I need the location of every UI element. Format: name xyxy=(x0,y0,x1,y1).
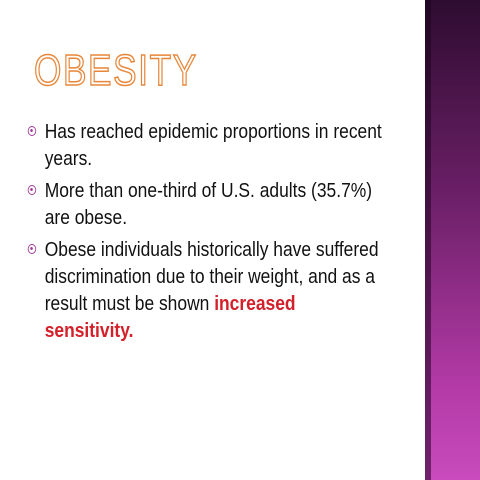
bullet-icon xyxy=(27,244,37,254)
side-bar xyxy=(425,0,480,480)
bullet: Obese individuals historically have suff… xyxy=(26,236,383,344)
bullet-text: More than one-third of U.S. adults (35.7… xyxy=(44,179,373,229)
bullet-text: Has reached epidemic proportions in rece… xyxy=(44,120,382,170)
bullet-text: Obese individuals historically have suff… xyxy=(44,238,379,315)
bullet-list: Has reached epidemic proportions in rece… xyxy=(26,118,383,349)
side-strip xyxy=(425,0,431,480)
slide-title: OBESITY xyxy=(33,45,198,96)
bullet: Has reached epidemic proportions in rece… xyxy=(26,118,383,172)
bullet-icon xyxy=(27,185,37,195)
bullet-icon xyxy=(27,126,37,136)
bullet: More than one-third of U.S. adults (35.7… xyxy=(26,177,383,231)
highlight-text: increased sensitivity. xyxy=(44,292,296,342)
